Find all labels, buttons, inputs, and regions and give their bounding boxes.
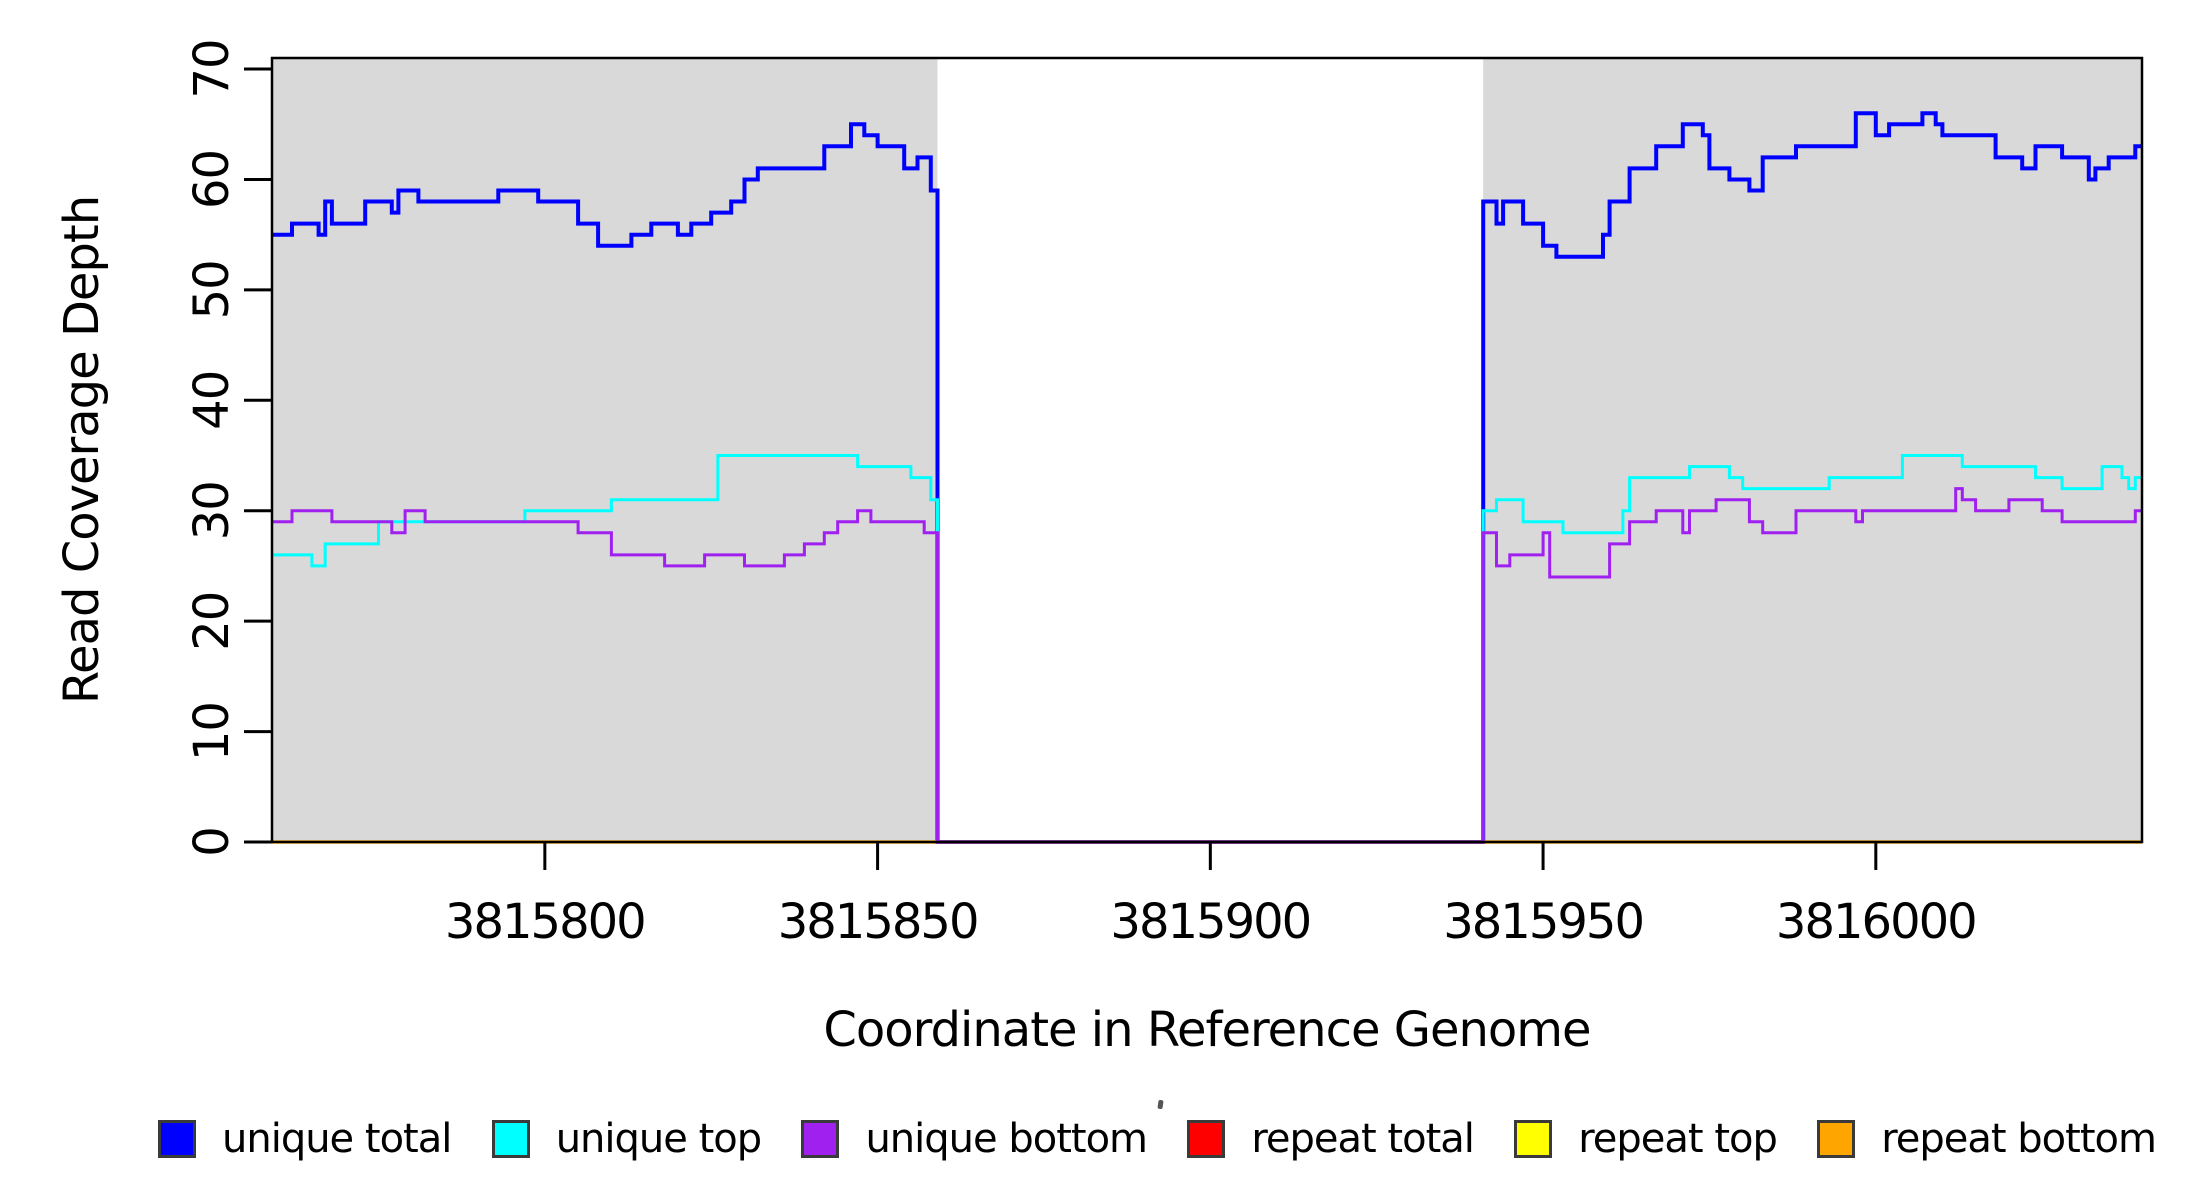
x-tick-label: 3815800 [445,894,645,950]
legend-item-repeat-total: repeat total [1187,1116,1475,1162]
legend-label: unique total [222,1116,452,1162]
legend-label: unique bottom [865,1116,1148,1162]
series-unique-total [272,111,2142,844]
legend-item-unique-total: unique total [158,1116,452,1162]
series-unique-top [272,454,2142,844]
legend-swatch [1187,1120,1226,1158]
y-tick-label: 0 [184,827,240,857]
y-tick-label: 20 [184,592,240,651]
legend-swatch [491,1120,530,1158]
legend-swatch [1514,1120,1553,1158]
y-tick-label: 30 [184,481,240,540]
legend-item-repeat-bottom: repeat bottom [1817,1116,2157,1162]
shaded-region [1483,58,2142,842]
y-tick-label: 60 [184,150,240,209]
series-unique-bottom [272,487,2142,844]
y-tick-label: 40 [184,371,240,430]
legend-label: repeat total [1251,1116,1475,1162]
legend-swatch [158,1120,196,1158]
legend: unique total unique top unique bottom repea… [158,1108,2157,1170]
legend-item-unique-bottom: unique bottom [801,1116,1148,1162]
plot-box [270,56,2144,844]
x-tick-label: 3815950 [1443,894,1643,950]
x-axis-title: Coordinate in Reference Genome [823,1002,1591,1058]
legend-label: unique top [555,1116,762,1162]
y-tick-label: 50 [184,260,240,319]
y-tick-label: 10 [184,702,240,761]
x-tick-label: 3815900 [1110,894,1310,950]
legend-swatch [801,1120,840,1158]
shaded-region [272,58,938,842]
legend-label: repeat top [1578,1116,1778,1162]
legend-label: repeat bottom [1881,1116,2157,1162]
legend-item-unique-top: unique top [491,1116,762,1162]
x-tick-label: 3815850 [778,894,978,950]
x-tick-label: 3816000 [1776,894,1976,950]
legend-swatch [1817,1120,1856,1158]
y-axis-title: Read Coverage Depth [54,195,110,705]
legend-item-repeat-top: repeat top [1514,1116,1778,1162]
y-tick-label: 70 [184,39,240,98]
